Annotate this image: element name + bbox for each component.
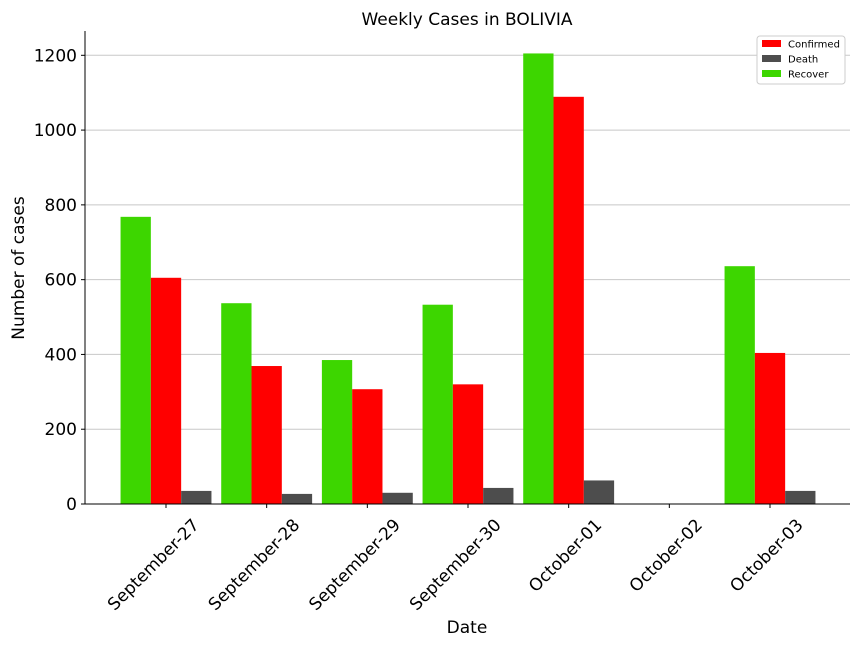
bar-death-3 [483,487,514,504]
y-tick-label-2: 400 [45,345,77,365]
y-tick-label-5: 1000 [34,121,77,141]
x-tick-label-2: September-29 [305,515,404,614]
y-tick-label-0: 0 [66,495,77,515]
x-tick-label-0: September-27 [104,515,203,614]
x-tick-label-4: October-01 [525,515,606,596]
legend-label-death: Death [788,55,818,66]
bar-recover-6 [724,266,755,504]
chart-title: Weekly Cases in BOLIVIA [361,10,572,30]
legend-swatch-confirmed [762,40,781,47]
grid-lines [85,54,850,505]
bars [120,53,816,505]
bar-death-2 [382,492,413,504]
bar-confirmed-3 [452,384,484,504]
bar-recover-1 [221,303,252,504]
bar-death-6 [785,490,816,504]
legend-label-recover: Recover [788,70,829,81]
bar-recover-0 [120,216,151,504]
bar-confirmed-0 [150,277,182,504]
y-tick-label-1: 200 [45,420,77,440]
x-tick-labels: September-27 September-28 September-29 Sept… [104,504,808,615]
legend: Confirmed Death Recover [756,35,846,85]
legend-swatch-death [762,55,781,62]
bar-recover-4 [523,53,554,504]
y-tick-label-3: 600 [45,271,77,291]
legend-swatch-recover [762,70,781,77]
bar-confirmed-1 [251,366,282,504]
bar-confirmed-4 [553,96,584,505]
bar-death-0 [181,490,212,504]
bar-death-1 [281,493,313,504]
legend-label-confirmed: Confirmed [788,40,840,51]
bar-recover-3 [422,304,453,504]
x-tick-label-3: September-30 [406,515,505,614]
x-tick-label-6: October-03 [726,515,807,596]
y-tick-label-4: 800 [45,196,77,216]
bar-death-4 [583,480,615,504]
bar-recover-2 [321,360,353,504]
y-tick-label-6: 1200 [34,46,77,66]
x-axis-label: Date [447,618,488,638]
y-axis-label: Number of cases [9,196,29,340]
bar-confirmed-2 [352,389,383,504]
x-tick-label-5: October-02 [626,515,707,596]
x-tick-label-1: September-28 [205,515,304,614]
y-tick-labels: 0 200 400 600 800 1000 1200 [34,46,85,515]
bar-confirmed-6 [754,352,786,504]
